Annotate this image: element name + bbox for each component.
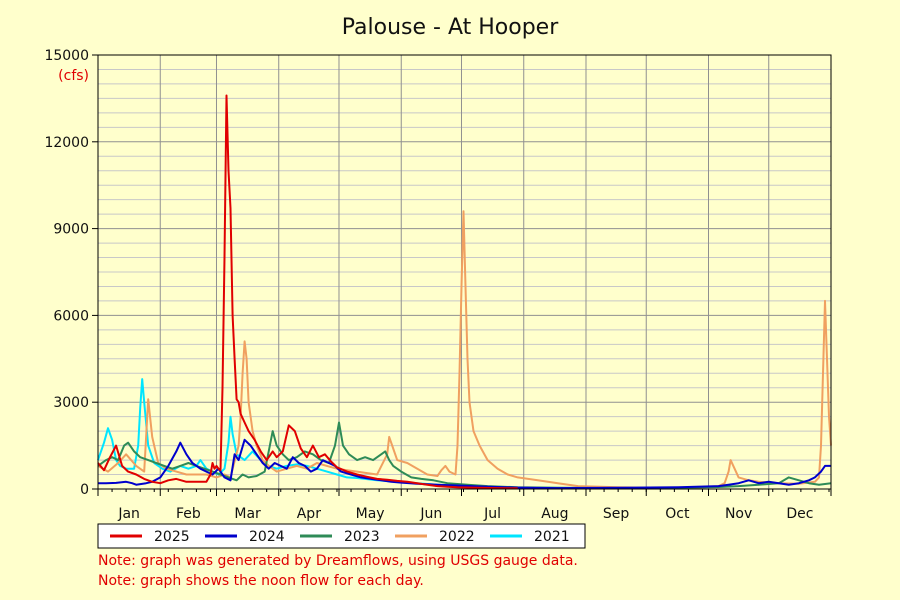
series-lines: [97, 94, 832, 490]
y-tick-label: 9000: [53, 222, 89, 238]
x-tick-label: Nov: [725, 506, 752, 522]
x-tick-label: Jun: [419, 506, 442, 522]
x-tick-label: Oct: [665, 506, 690, 522]
legend-label-2023: 2023: [344, 529, 380, 545]
x-tick-label: Apr: [297, 506, 321, 522]
x-tick-label: Feb: [176, 506, 201, 522]
legend-label-2024: 2024: [249, 529, 285, 545]
x-tick-label: Jul: [483, 506, 501, 522]
y-tick-label: 6000: [53, 308, 89, 324]
chart-title: Palouse - At Hooper: [342, 15, 559, 40]
x-tick-label: Mar: [234, 506, 261, 522]
x-tick-label: May: [356, 506, 385, 522]
series-line-2024: [98, 438, 831, 490]
note-noon-flow: Note: graph shows the noon flow for each…: [98, 573, 424, 589]
plot-frame: [97, 54, 832, 490]
legend-label-2021: 2021: [534, 529, 570, 545]
y-tick-label: 0: [80, 482, 89, 498]
y-tick-label: 3000: [53, 395, 89, 411]
note-source: Note: graph was generated by Dreamflows,…: [98, 553, 578, 569]
x-tick-label: Jan: [117, 506, 140, 522]
y-tick-label: 12000: [44, 135, 89, 151]
legend-label-2022: 2022: [439, 529, 475, 545]
series-line-2022: [97, 210, 832, 489]
y-unit-label: (cfs): [58, 68, 89, 84]
x-tick-label: Aug: [541, 506, 568, 522]
axes: 0 3000 6000 9000 12000 15000 Jan Feb Mar Apr May Ju…: [44, 48, 832, 522]
series-line-2025: [97, 94, 518, 490]
y-tick-label: 15000: [44, 48, 89, 64]
legend-label-2025: 2025: [154, 529, 190, 545]
legend: 2025 2024 2023 2022 2021: [97, 523, 586, 549]
x-tick-label: Sep: [603, 506, 630, 522]
x-tick-label: Dec: [786, 506, 813, 522]
